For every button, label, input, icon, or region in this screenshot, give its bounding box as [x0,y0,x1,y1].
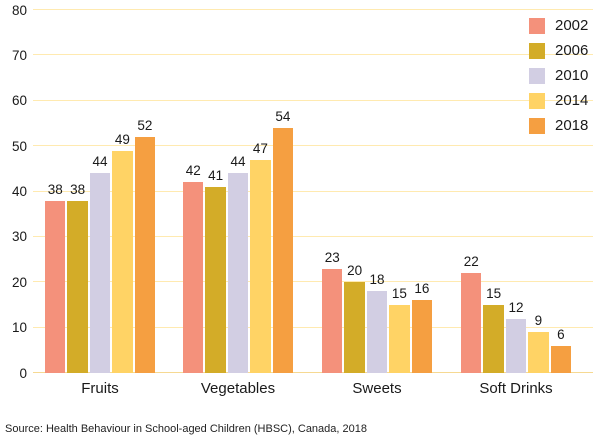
bar-value-label: 47 [252,140,268,156]
legend-label-2018: 2018 [555,117,589,134]
bar-value-label: 49 [114,131,130,147]
y-tick-label-70: 70 [11,47,27,63]
bar-vegetables-2018: 54 [272,110,294,373]
bar-fruits-2010: 44 [89,155,111,373]
legend-item-2010: 2010 [529,68,588,84]
gridline-70 [33,54,593,56]
bar-vegetables-2010: 44 [227,155,249,373]
bar-value-label: 52 [137,118,153,134]
bar-vegetables-2006: 41 [205,169,226,373]
y-tick-label-30: 30 [11,229,27,245]
bar-value-label: 18 [369,272,385,288]
y-axis: 0 10 20 30 40 50 60 70 80 [0,3,27,379]
bar-value-label: 44 [92,154,108,170]
bar-group-vegetables: 42 41 44 47 54 [183,10,294,373]
legend-label-2010: 2010 [555,67,589,84]
gridline-20 [33,281,593,283]
bar-value-label: 20 [347,263,363,279]
legend-swatch-2006 [529,43,545,59]
gridline-60 [33,99,593,101]
x-axis-label-fruits: Fruits [81,380,119,397]
gridline-10 [33,326,593,328]
bar-value-label: 15 [391,285,407,301]
gridline-40 [33,190,593,192]
y-tick-label-0: 0 [19,365,27,381]
bar-value-label: 44 [230,154,246,170]
bar-sweets-2014: 15 [389,287,410,373]
gridline-80 [33,9,593,10]
legend-label-2014: 2014 [555,92,589,109]
bar-value-label: 38 [70,181,86,197]
y-tick-label-40: 40 [11,183,27,199]
gridline-50 [33,145,593,147]
bar-value-label: 23 [324,249,340,265]
legend-item-2014: 2014 [529,93,588,109]
bar-fruits-2018: 52 [134,119,156,373]
bar-value-label: 12 [508,299,524,315]
y-tick-label-10: 10 [11,319,27,335]
y-tick-label-60: 60 [11,93,27,108]
bar-soft-drinks-2002: 22 [461,255,482,373]
bar-group-soft-drinks: 22 15 12 9 6 [461,10,572,373]
legend-item-2018: 2018 [529,118,588,134]
legend-label-2002: 2002 [555,17,589,34]
bar-value-label: 42 [185,163,201,179]
legend-swatch-2014 [529,93,545,109]
bar-fruits-2014: 49 [112,133,133,373]
bar-fruits-2006: 38 [67,183,88,373]
bar-soft-drinks-2014: 9 [528,314,549,373]
legend-swatch-2018 [529,118,545,134]
plot-area: 38 38 44 49 52 42 41 44 47 54 23 20 18 15 16 22 15 12 9 6 [33,9,593,373]
bar-group-fruits: 38 38 44 49 52 [45,10,156,373]
legend-item-2006: 2006 [529,43,588,59]
legend-item-2002: 2002 [529,18,588,34]
legend-swatch-2010 [529,68,545,84]
bar-value-label: 22 [463,254,479,270]
gridline-30 [33,235,593,237]
bar-sweets-2010: 18 [366,273,388,373]
y-tick-label-50: 50 [11,138,27,154]
bar-soft-drinks-2018: 6 [550,328,572,373]
x-axis-label-vegetables: Vegetables [200,380,276,397]
bar-value-label: 15 [486,285,502,301]
bar-sweets-2002: 23 [322,251,343,373]
bar-soft-drinks-2006: 15 [483,287,504,373]
bar-value-label: 9 [534,313,543,329]
bar-value-label: 54 [275,108,291,124]
bar-value-label: 16 [414,281,430,297]
y-tick-label-80: 80 [11,2,27,18]
bar-sweets-2006: 20 [344,264,365,373]
legend-swatch-2002 [529,18,545,34]
bar-fruits-2002: 38 [45,183,66,373]
bar-vegetables-2014: 47 [250,142,271,373]
bar-vegetables-2002: 42 [183,164,204,373]
legend: 2002 2006 2010 2014 2018 [529,18,588,134]
gridline-0 [33,372,593,373]
bar-soft-drinks-2010: 12 [505,301,527,373]
source-note: Source: Health Behaviour in School-aged … [5,423,367,435]
bar-sweets-2018: 16 [411,282,433,373]
bar-value-label: 38 [47,181,63,197]
bar-value-label: 6 [557,326,565,342]
x-axis-label-sweets: Sweets [352,380,402,397]
bar-value-label: 41 [208,167,224,183]
x-axis-label-soft-drinks: Soft Drinks [479,380,553,397]
legend-label-2006: 2006 [555,42,589,59]
bar-group-sweets: 23 20 18 15 16 [322,10,433,373]
y-tick-label-20: 20 [11,274,27,290]
